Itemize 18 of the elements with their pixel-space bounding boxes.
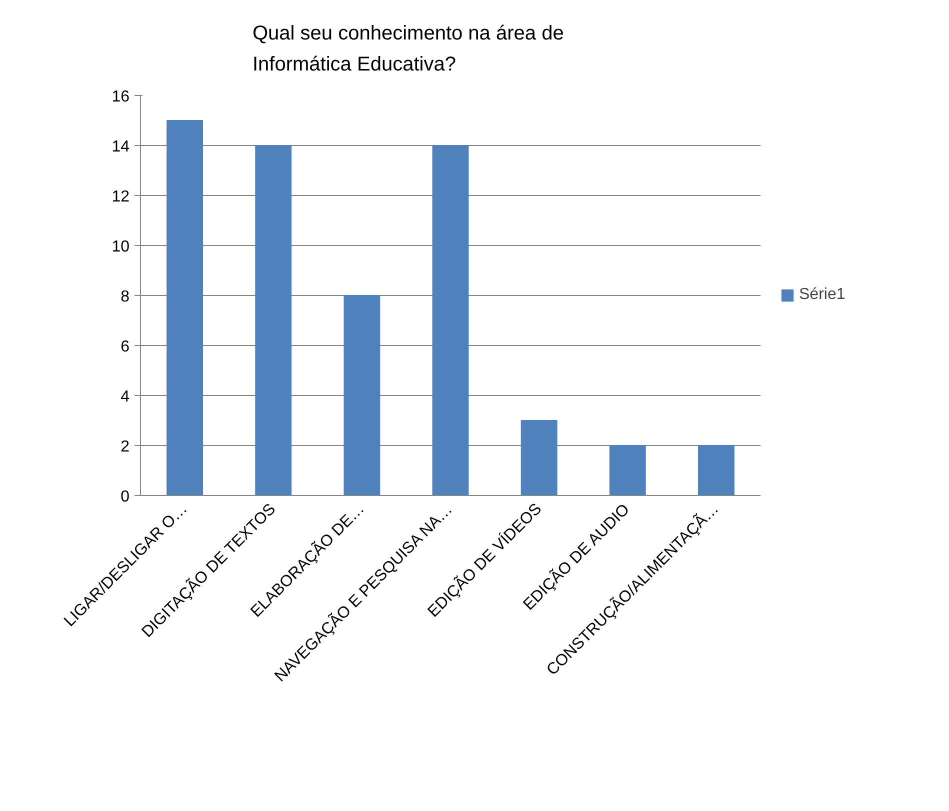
y-tick-label: 8 bbox=[120, 288, 130, 306]
bar bbox=[344, 295, 380, 496]
bar bbox=[166, 120, 203, 496]
bar bbox=[255, 145, 292, 496]
y-tick-label: 2 bbox=[120, 438, 130, 456]
y-tick-label: 10 bbox=[112, 238, 130, 256]
bar bbox=[432, 145, 469, 496]
legend-label: Série1 bbox=[799, 286, 846, 304]
y-tick-label: 4 bbox=[120, 388, 130, 406]
y-tick-label: 16 bbox=[112, 88, 130, 106]
chart-title: Qual seu conhecimento na área de Informática Educativa? bbox=[252, 22, 564, 76]
bar bbox=[520, 420, 558, 496]
y-tick-label: 12 bbox=[112, 188, 130, 206]
bar bbox=[698, 445, 734, 496]
y-tick-label: 0 bbox=[120, 488, 130, 506]
bar bbox=[609, 445, 646, 496]
y-tick-label: 14 bbox=[112, 138, 130, 156]
y-tick-label: 6 bbox=[120, 338, 130, 356]
